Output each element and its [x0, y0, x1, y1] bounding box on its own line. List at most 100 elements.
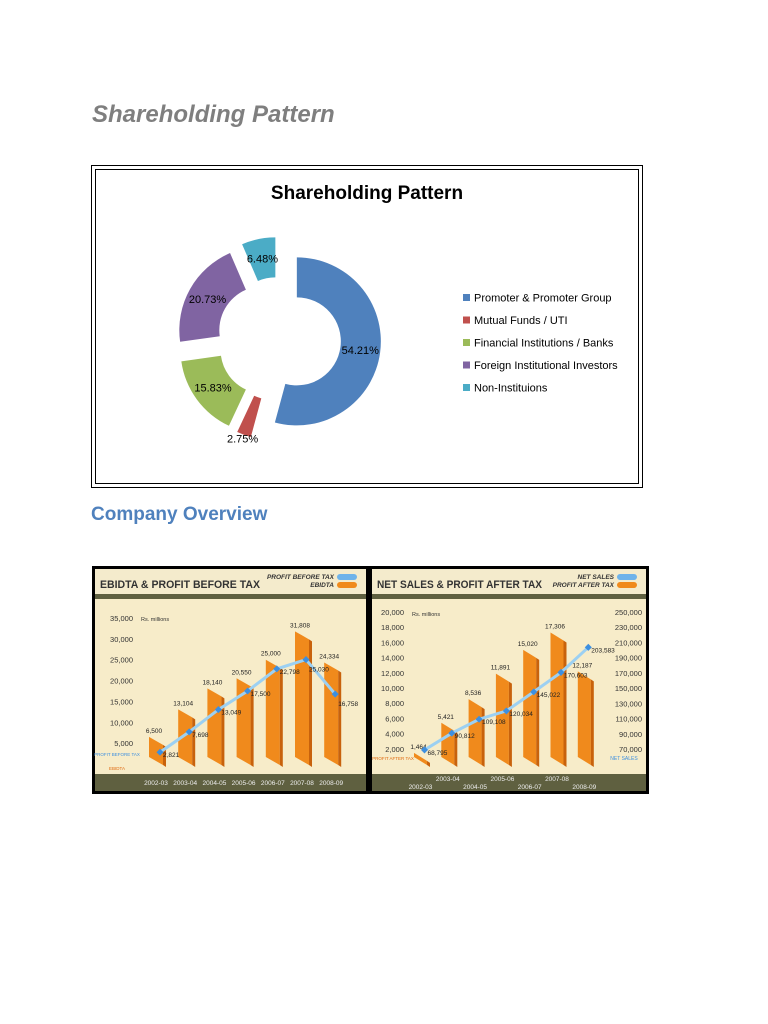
y-tick-label: 8,000	[385, 699, 404, 708]
y-tick-label: 25,000	[110, 656, 133, 665]
line-label: 203,583	[591, 647, 615, 654]
bar-side	[192, 717, 196, 767]
y2-tick-label: 70,000	[619, 745, 642, 754]
slice-label-2: 15.83%	[194, 383, 232, 395]
x-tick-label: 2004-05	[463, 784, 487, 791]
chart-title: Shareholding Pattern	[271, 183, 463, 204]
bar-2004-05	[207, 688, 222, 765]
axis-series-label-line: PROFIT BEFORE TAX	[94, 752, 140, 757]
y-tick-label: 35,000	[110, 614, 133, 623]
y-tick-label: 18,000	[381, 623, 404, 632]
line-point-2008-09	[584, 643, 592, 651]
legend-label-3: Foreign Institutional Investors	[474, 360, 618, 372]
header-rule	[372, 594, 646, 599]
bar-label: 15,020	[518, 641, 538, 648]
line-label: 170,603	[564, 672, 588, 679]
shareholding-donut-chart: Shareholding Pattern 54.21% 2.75% 15.83% 20…	[179, 183, 618, 446]
y2-tick-label: 170,000	[615, 669, 642, 678]
bar-side	[221, 696, 225, 767]
line-label: 68,795	[428, 750, 448, 757]
financial-charts-image: EBIDTA & PROFIT BEFORE TAX PROFIT BEFORE …	[92, 566, 649, 794]
line-label: 25,030	[309, 667, 329, 674]
x-tick-label: 2007-08	[290, 780, 314, 787]
bar-side	[250, 686, 254, 767]
x-tick-label: 2005-06	[232, 780, 256, 787]
y-tick-label: 16,000	[381, 638, 404, 647]
bar-2003-04	[178, 709, 193, 765]
bar-2006-07	[523, 649, 537, 765]
pie-slice-4	[242, 237, 276, 281]
bar-2008-09	[577, 671, 591, 765]
x-tick-label: 2007-08	[545, 776, 569, 783]
y2-tick-label: 250,000	[615, 608, 642, 617]
sales-pat-chart: NET SALES & PROFIT AFTER TAX NET SALES PRO…	[372, 569, 646, 791]
axis-series-label-line: NET SALES	[610, 756, 638, 762]
axis-series-label-bar: EBIDTA	[109, 766, 125, 771]
legend-swatch	[617, 582, 637, 588]
y2-tick-label: 150,000	[615, 684, 642, 693]
bar-label: 25,000	[261, 651, 281, 658]
slice-label-0: 54.21%	[342, 345, 380, 357]
bar-label: 24,334	[319, 653, 339, 660]
legend-label-0: Promoter & Promoter Group	[474, 293, 612, 305]
bar-label: 11,891	[491, 665, 511, 672]
x-axis-band	[95, 774, 366, 791]
bar-label: 5,421	[438, 714, 455, 721]
line-label: 7,698	[192, 732, 209, 739]
section-heading: Company Overview	[91, 504, 268, 525]
x-tick-label: 2002-03	[144, 780, 168, 787]
bar-2007-08	[295, 631, 309, 765]
legend-label-4: Non-Instituions	[474, 383, 548, 395]
bar-2004-05	[468, 699, 482, 765]
x-tick-label: 2004-05	[202, 780, 226, 787]
y-tick-label: 14,000	[381, 654, 404, 663]
unit-note: Rs. millions	[412, 612, 440, 618]
line-label: 145,022	[537, 692, 561, 699]
shareholding-chart-frame: Shareholding Pattern 54.21% 2.75% 15.83% 20…	[91, 165, 643, 488]
bar-2002-03	[414, 752, 427, 765]
x-tick-label: 2008-09	[572, 784, 596, 791]
x-tick-label: 2008-09	[319, 780, 343, 787]
y-tick-label: 10,000	[110, 718, 133, 727]
y2-tick-label: 90,000	[619, 730, 642, 739]
y-tick-label: 2,000	[385, 745, 404, 754]
x-axis-band	[372, 774, 646, 791]
slice-label-4: 6.48%	[247, 254, 278, 266]
bar-label: 31,808	[290, 622, 310, 629]
legend-swatch-4	[463, 384, 470, 391]
y-tick-label: 20,000	[381, 608, 404, 617]
legend-label-2: Financial Institutions / Banks	[474, 338, 614, 350]
header	[372, 569, 646, 595]
axis-series-label-bar: PROFIT AFTER TAX	[372, 756, 414, 761]
pie-slice-2	[181, 355, 246, 426]
chart-title: NET SALES & PROFIT AFTER TAX	[377, 579, 543, 591]
bar-side	[481, 707, 485, 767]
bar-side	[536, 657, 540, 767]
legend-label: NET SALES	[578, 574, 615, 581]
chart-inner-border	[95, 169, 639, 484]
bar-side	[508, 681, 512, 767]
line-label: 17,500	[251, 691, 271, 698]
bar-2002-03	[149, 736, 163, 765]
ebidta-pbt-chart: EBIDTA & PROFIT BEFORE TAX PROFIT BEFORE …	[94, 569, 366, 791]
bar-side	[590, 679, 594, 767]
x-tick-label: 2006-07	[518, 784, 542, 791]
line-label: 2,821	[163, 752, 180, 759]
bar-2007-08	[550, 632, 564, 765]
line-label: 22,798	[280, 669, 300, 676]
legend-swatch-0	[463, 294, 470, 301]
pie-slice-1	[237, 395, 262, 437]
legend-label-1: Mutual Funds / UTI	[474, 315, 568, 327]
bar-label: 1,464	[410, 744, 427, 751]
bar-label: 18,140	[202, 679, 222, 686]
legend-label: PROFIT BEFORE TAX	[267, 574, 335, 581]
pie-slice-0	[274, 257, 381, 426]
legend-swatch-2	[463, 339, 470, 346]
bar-label: 17,306	[545, 623, 565, 630]
line-label: 90,812	[455, 733, 475, 740]
line-label: 16,758	[338, 701, 358, 708]
x-tick-label: 2002-03	[409, 784, 433, 791]
chart-background	[95, 569, 366, 791]
line-point-2002-03	[156, 748, 164, 756]
bar-side	[279, 667, 283, 767]
